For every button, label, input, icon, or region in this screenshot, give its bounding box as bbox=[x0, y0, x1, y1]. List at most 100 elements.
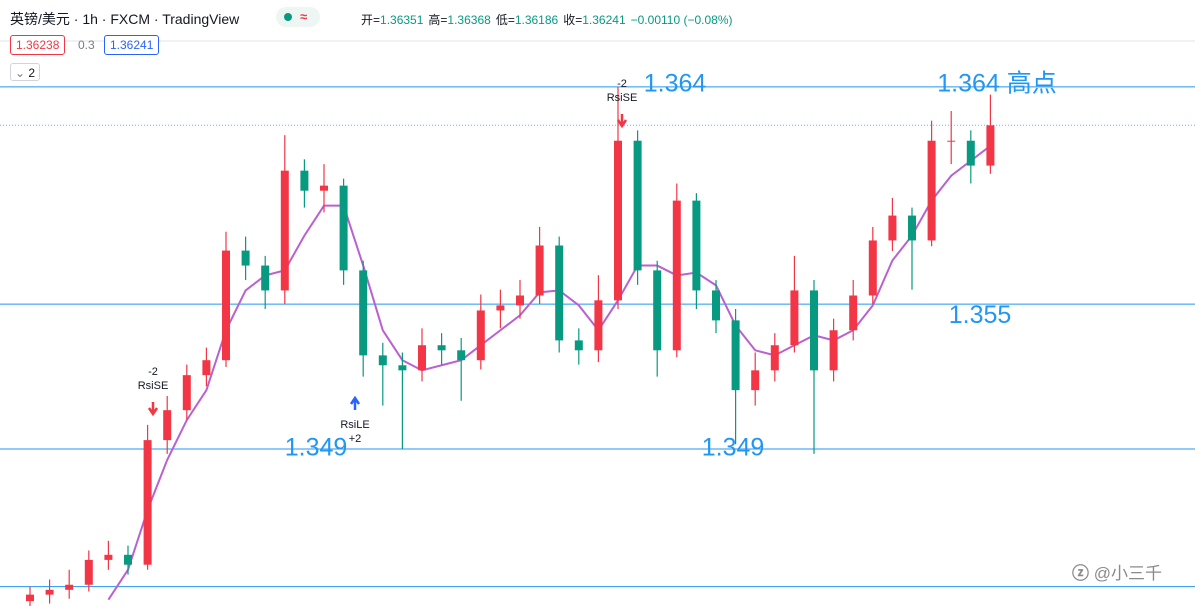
watermark-text: @小三千 bbox=[1093, 564, 1162, 583]
candle-body bbox=[222, 250, 230, 361]
candle bbox=[45, 579, 54, 604]
candle-body bbox=[594, 300, 603, 351]
candle bbox=[222, 231, 230, 367]
candle-body bbox=[574, 340, 583, 351]
candle bbox=[653, 260, 662, 377]
ohlc: 开=1.36351 高=1.36368 低=1.36186 收=1.36241 −0.0… bbox=[361, 11, 732, 28]
candle-body bbox=[810, 290, 818, 371]
candle-body bbox=[65, 584, 74, 590]
badge-icon: ≈ bbox=[300, 9, 308, 24]
ohlc-value: 1.36241 bbox=[582, 13, 626, 27]
candle-body bbox=[986, 125, 995, 166]
candle-body bbox=[535, 245, 544, 296]
candle-body bbox=[633, 140, 642, 271]
candle bbox=[849, 280, 858, 341]
candle bbox=[84, 550, 93, 592]
candle bbox=[947, 111, 956, 165]
candle-body bbox=[398, 365, 407, 371]
indicators-toggle[interactable]: ⌄ 2 bbox=[10, 63, 40, 81]
candle-body bbox=[378, 355, 387, 366]
status-badge[interactable]: ≈ bbox=[276, 7, 320, 27]
candle bbox=[143, 424, 152, 570]
candle bbox=[555, 236, 564, 353]
signal-arrow bbox=[616, 114, 628, 129]
candle bbox=[476, 294, 485, 370]
candle-body bbox=[241, 250, 250, 266]
candle-body bbox=[476, 310, 485, 361]
candle-body bbox=[418, 345, 426, 371]
candle bbox=[614, 86, 622, 310]
signal-arrow bbox=[147, 402, 159, 417]
candle bbox=[398, 352, 407, 450]
candle bbox=[790, 255, 799, 353]
candle-body bbox=[653, 270, 662, 351]
candle-body bbox=[261, 265, 270, 291]
candle-body bbox=[124, 554, 132, 565]
candle bbox=[516, 280, 524, 319]
ohlc-value: 1.36368 bbox=[447, 13, 491, 27]
candle-body bbox=[790, 290, 799, 346]
candle bbox=[457, 337, 466, 401]
signal-arrow bbox=[349, 395, 361, 410]
candle bbox=[633, 130, 642, 285]
ohlc-label: 低= bbox=[495, 13, 515, 27]
candle bbox=[163, 395, 172, 454]
candle bbox=[26, 586, 34, 606]
candle-body bbox=[182, 375, 191, 411]
candle bbox=[182, 364, 191, 421]
watermark: ⓩ @小三千 bbox=[1072, 559, 1162, 584]
candle bbox=[320, 164, 328, 213]
candle-body bbox=[947, 140, 956, 142]
signal-name: RsiSE bbox=[607, 92, 638, 104]
candle-body bbox=[927, 140, 936, 241]
candle bbox=[378, 342, 387, 406]
candle-body bbox=[26, 594, 34, 602]
signal-name: RsiSE bbox=[138, 380, 169, 392]
chevron: ⌄ bbox=[15, 66, 26, 80]
buy-price[interactable]: 1.36241 bbox=[104, 35, 160, 55]
candle bbox=[535, 226, 544, 305]
candle-body bbox=[457, 350, 466, 361]
ohlc-value: 1.36351 bbox=[380, 13, 424, 27]
candle-body bbox=[712, 290, 720, 321]
candle-body bbox=[966, 140, 975, 166]
candle-body bbox=[614, 140, 622, 301]
candle bbox=[496, 289, 505, 329]
candle bbox=[810, 280, 818, 454]
ohlc-label: 收= bbox=[563, 13, 583, 27]
candle-body bbox=[731, 320, 740, 391]
candle bbox=[672, 183, 681, 358]
candle bbox=[300, 159, 309, 208]
candle-body bbox=[692, 200, 701, 291]
candle bbox=[261, 255, 270, 310]
header: 英镑/美元 · 1h · FXCM · TradingView ≈ 开=1.36… bbox=[0, 0, 1195, 90]
candle bbox=[124, 545, 132, 575]
candle-body bbox=[163, 410, 172, 441]
ohlc-value: 1.36186 bbox=[514, 13, 559, 27]
logo: ⓩ bbox=[1072, 564, 1094, 583]
ohlc-change: −0.00110 (−0.08%) bbox=[630, 13, 733, 27]
candle-body bbox=[84, 559, 93, 585]
candle-body bbox=[143, 440, 152, 565]
candle bbox=[104, 540, 113, 570]
candle bbox=[868, 226, 877, 305]
sell-price[interactable]: 1.36238 bbox=[10, 35, 66, 55]
candle bbox=[359, 260, 368, 377]
candle-body bbox=[888, 215, 897, 241]
candle bbox=[731, 309, 740, 445]
candle-body bbox=[672, 200, 681, 351]
candle-body bbox=[770, 345, 779, 371]
status-dot bbox=[284, 13, 292, 21]
candle-body bbox=[359, 270, 368, 356]
candle bbox=[339, 178, 348, 285]
moving-average bbox=[107, 144, 992, 601]
candle-body bbox=[555, 245, 564, 341]
candle-body bbox=[45, 589, 54, 595]
level-label: 1.364 bbox=[644, 69, 707, 97]
candle bbox=[751, 352, 760, 406]
candle-body bbox=[908, 215, 916, 241]
candle bbox=[712, 280, 720, 334]
candle-body bbox=[202, 360, 211, 376]
candle-body bbox=[280, 170, 289, 291]
